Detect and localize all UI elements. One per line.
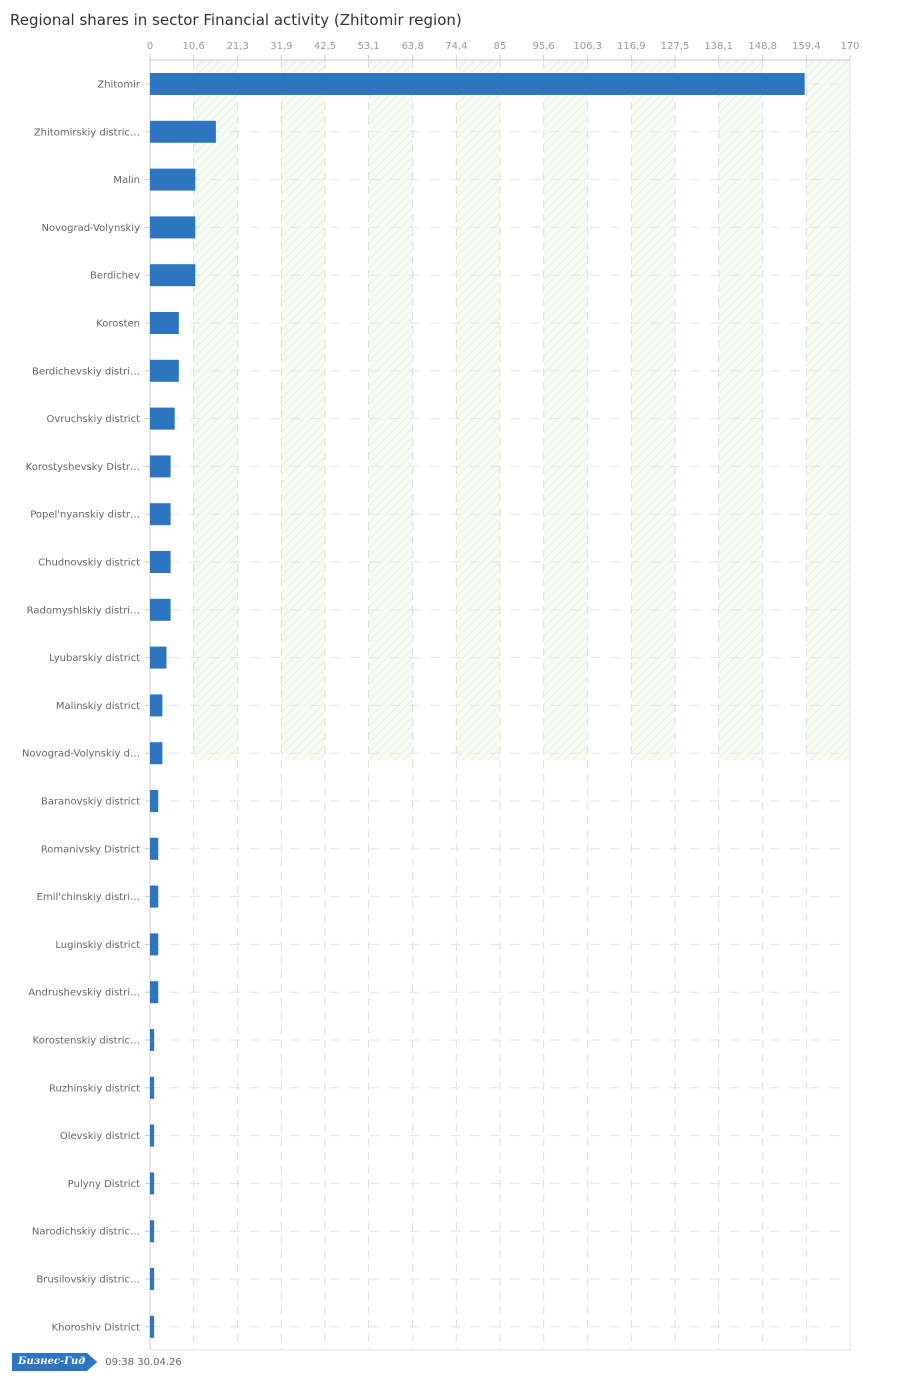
category-label: Baranovskiy district: [41, 797, 140, 808]
x-tick-label: 148,8: [748, 41, 777, 52]
timestamp: 09:38 30.04.26: [105, 1356, 182, 1368]
category-label: Ruzhinskiy district: [49, 1083, 140, 1094]
category-label: Romanivsky District: [41, 844, 140, 855]
category-label: Radomyshlskiy distri…: [27, 605, 140, 616]
chart-title: Regional shares in sector Financial acti…: [10, 11, 462, 29]
bar: [150, 1220, 155, 1243]
category-label: Korostenskiy distric…: [33, 1036, 140, 1047]
bars: [150, 73, 805, 1338]
band: [368, 60, 413, 760]
category-label: Malinskiy district: [56, 701, 140, 712]
bar: [150, 598, 171, 621]
category-label: Novograd-Volynskiy: [41, 223, 140, 234]
category-label: Berdichevskiy distri…: [32, 366, 140, 377]
bar: [150, 742, 163, 765]
bar: [150, 790, 159, 812]
bar: [150, 168, 196, 191]
x-tick-label: 53,1: [358, 41, 380, 52]
category-label: Korostyshevsky Distr…: [26, 462, 140, 473]
x-tick-label: 95,6: [533, 41, 555, 52]
bar: [150, 885, 159, 908]
bar: [150, 1172, 155, 1195]
bar: [150, 646, 167, 669]
category-label: Pulyny District: [68, 1179, 140, 1190]
x-tick-label: 106,3: [573, 41, 602, 52]
bar: [150, 455, 171, 478]
background-bands: [193, 60, 850, 760]
category-label: Lyubarskiy district: [49, 653, 140, 664]
grid-lines: [150, 60, 850, 1350]
bar: [150, 503, 171, 526]
category-label: Novograd-Volynskiy d…: [22, 749, 140, 760]
category-label: Emil'chinskiy distri…: [37, 892, 140, 903]
bar: [150, 216, 196, 239]
bar: [150, 407, 175, 430]
band: [806, 60, 850, 760]
bar: [150, 1315, 155, 1338]
band: [193, 60, 238, 760]
bar: [150, 73, 805, 95]
band: [718, 60, 763, 760]
category-label: Korosten: [96, 319, 140, 330]
category-label: Luginskiy district: [55, 940, 140, 951]
category-label: Brusilovskiy distric…: [36, 1275, 140, 1286]
bar: [150, 312, 179, 334]
bar: [150, 120, 216, 143]
x-tick-label: 85: [494, 41, 507, 52]
band: [543, 60, 588, 760]
band: [281, 60, 325, 760]
x-tick-label: 10,6: [183, 41, 205, 52]
x-tick-label: 170: [840, 41, 859, 52]
category-label: Malin: [113, 175, 140, 186]
category-label: Zhitomirskiy distric…: [34, 127, 140, 138]
category-label: Zhitomir: [97, 80, 141, 91]
bar: [150, 933, 159, 956]
x-axis-ticks: 0 10,6 21,3 31,9 42,5 53,1 63,8 74,4 85 95,6 106,3…: [147, 41, 860, 60]
bar: [150, 1268, 155, 1290]
x-tick-label: 116,9: [617, 41, 646, 52]
band: [456, 60, 500, 760]
bar: [150, 837, 159, 860]
x-tick-label: 74,4: [445, 41, 467, 52]
category-label: Popel'nyanskiy distr…: [30, 510, 140, 521]
x-tick-label: 42,5: [314, 41, 336, 52]
bar: [150, 1076, 155, 1099]
bar: [150, 1029, 155, 1051]
bar: [150, 551, 171, 573]
bar: [150, 1124, 155, 1147]
category-label: Berdichev: [90, 271, 140, 282]
category-label: Chudnovskiy district: [38, 558, 140, 569]
band: [631, 60, 675, 760]
x-tick-label: 21,3: [227, 41, 249, 52]
category-label: Andrushevskiy distri…: [28, 988, 140, 999]
x-tick-label: 63,8: [402, 41, 424, 52]
x-tick-label: 0: [147, 41, 153, 52]
category-label: Olevskiy district: [60, 1131, 140, 1142]
bar: [150, 694, 163, 717]
bar: [150, 981, 159, 1004]
bar: [150, 359, 179, 382]
footer: Бизнес-Гид 09:38 30.04.26: [12, 1352, 182, 1372]
x-tick-label: 138,1: [704, 41, 733, 52]
category-label: Khoroshiv District: [52, 1322, 140, 1333]
x-tick-label: 159,4: [792, 41, 821, 52]
bar: [150, 264, 196, 287]
y-axis-categories: Zhitomir Zhitomirskiy distric… Malin Novogr…: [22, 80, 150, 1333]
x-tick-label: 31,9: [270, 41, 292, 52]
category-label: Ovruchskiy district: [46, 414, 140, 425]
category-label: Narodichskiy distric…: [32, 1227, 140, 1238]
x-tick-label: 127,5: [661, 41, 690, 52]
brand-logo[interactable]: Бизнес-Гид: [12, 1353, 98, 1371]
